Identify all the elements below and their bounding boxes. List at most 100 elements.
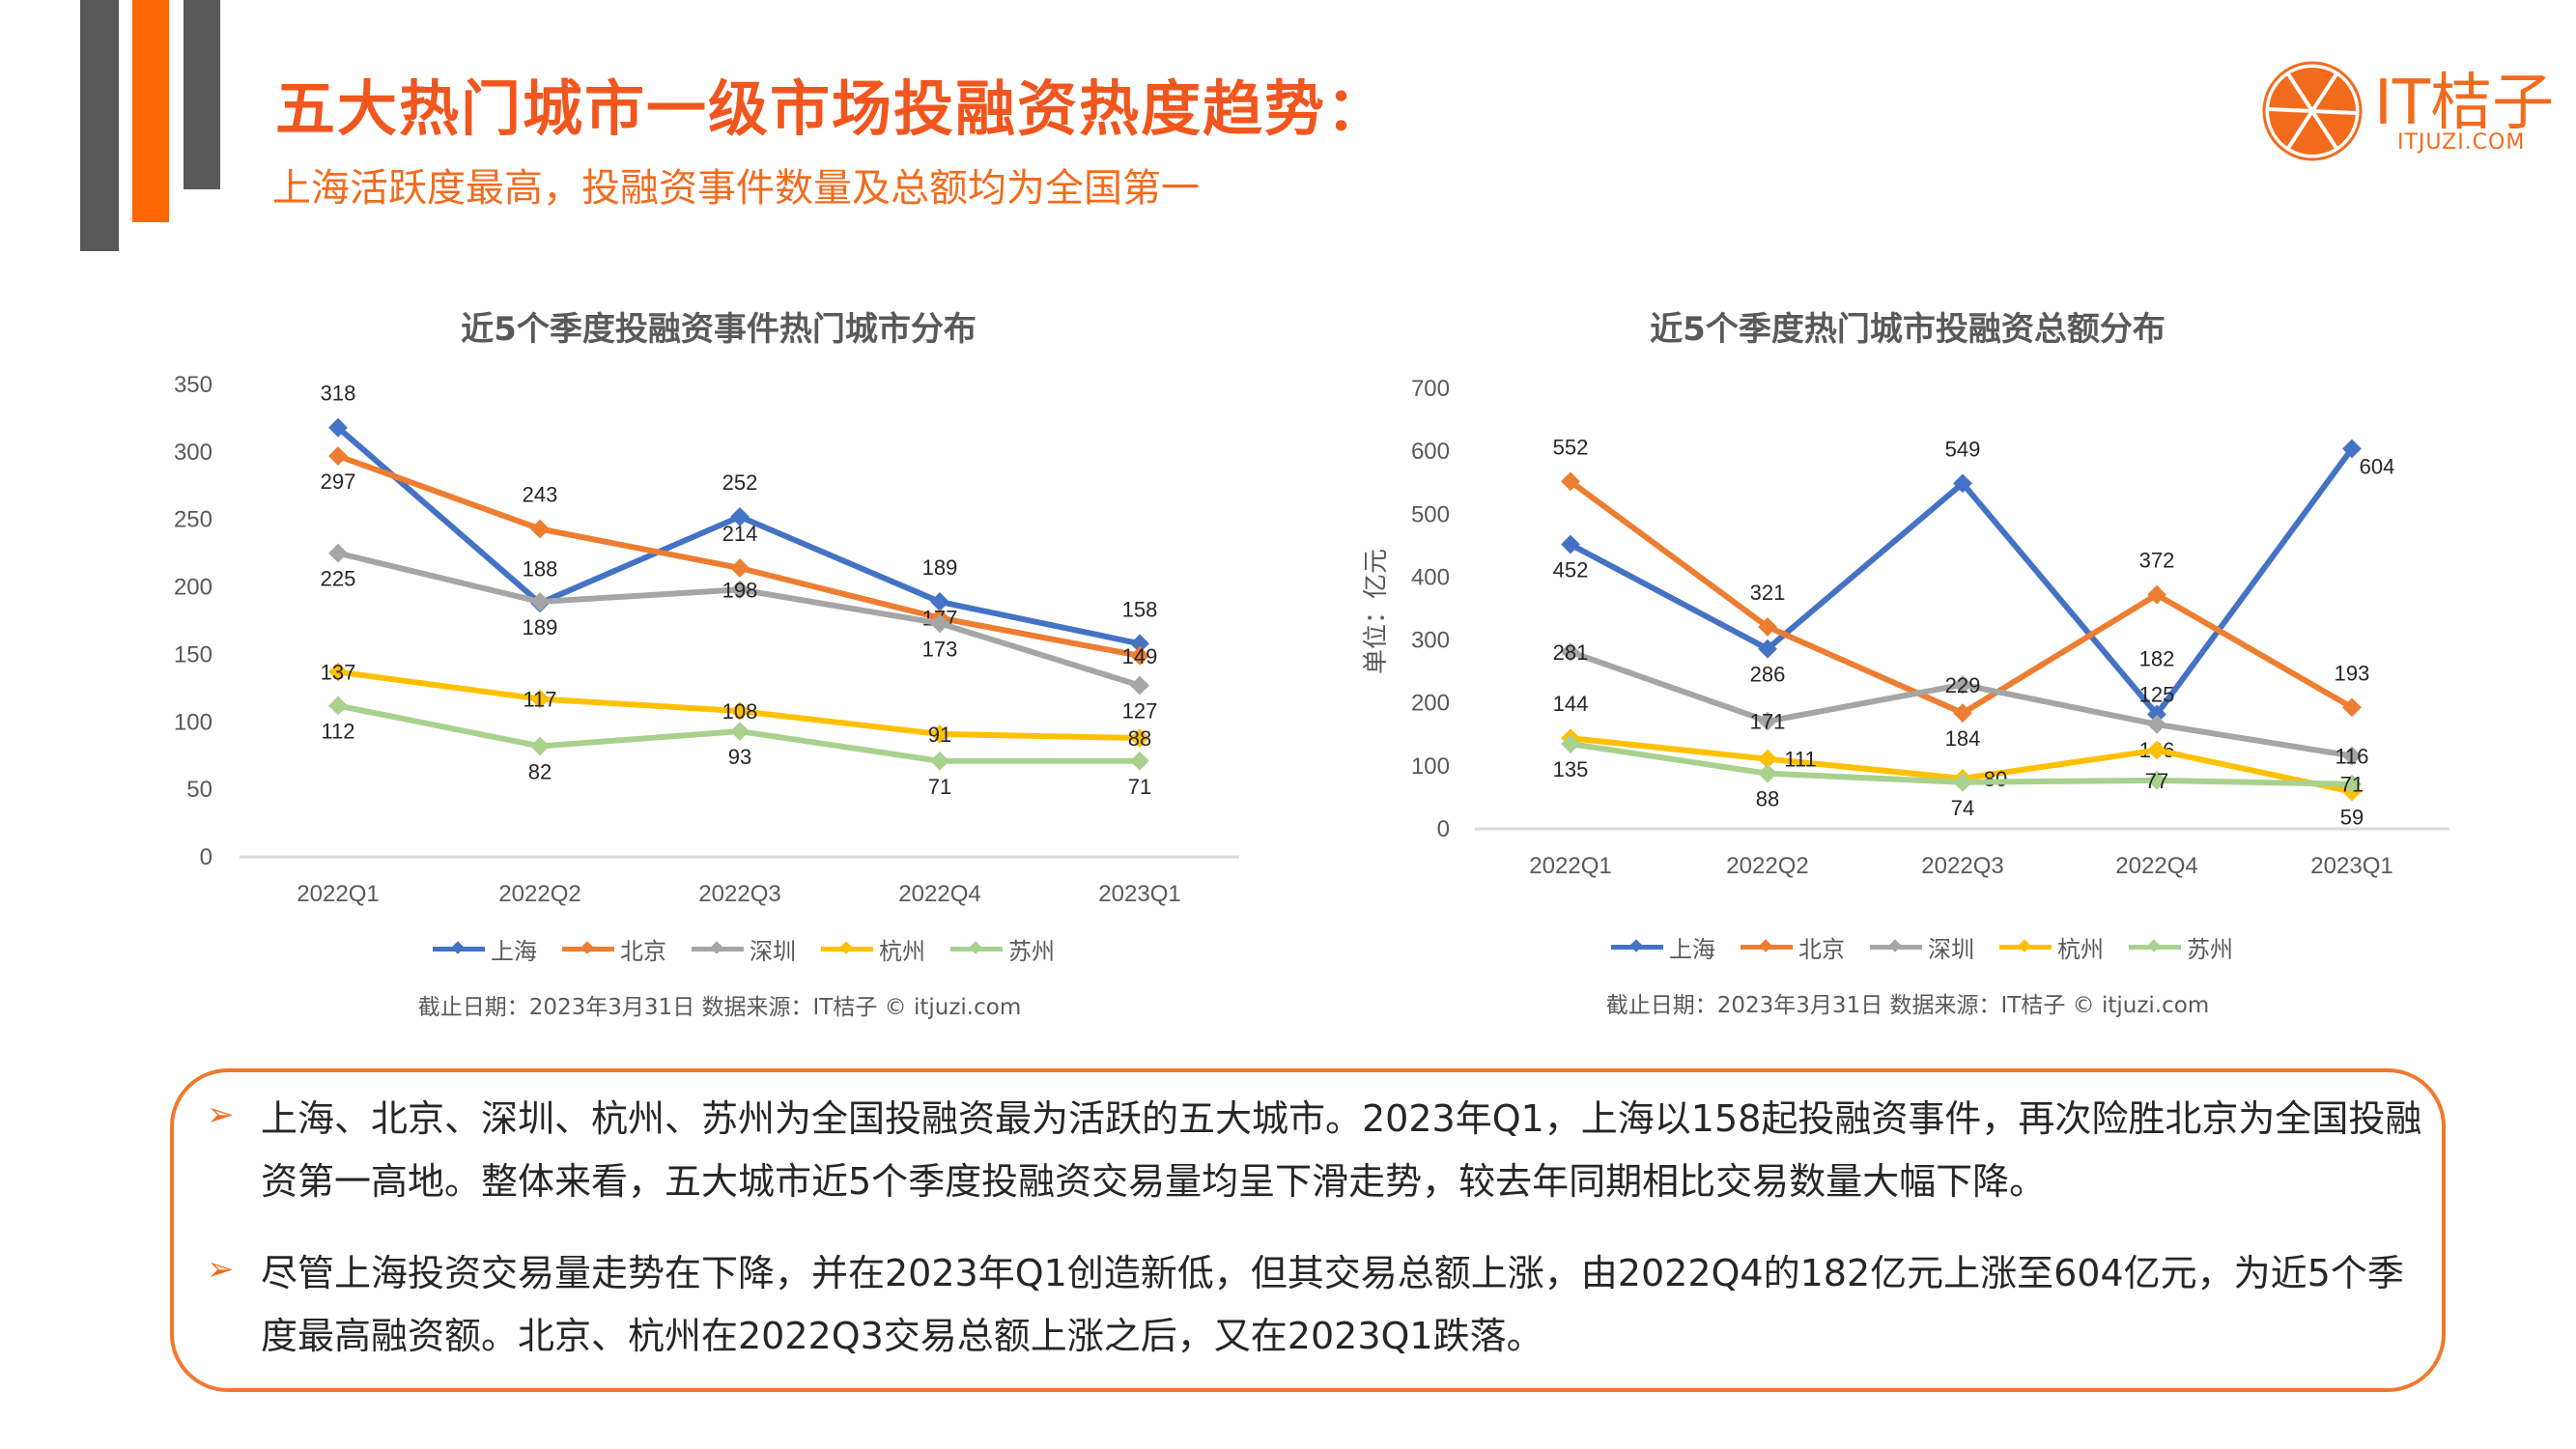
data-label: 127 [1122,699,1158,724]
data-label: 149 [1122,644,1158,668]
data-point-marker [730,558,750,578]
data-label: 135 [1553,757,1589,781]
legend-label: 北京 [620,938,666,965]
x-tick-label: 2022Q2 [498,881,580,907]
data-point-marker [930,613,949,634]
data-point-marker [1758,763,1777,783]
x-tick-label: 2022Q1 [1529,853,1611,879]
data-label: 552 [1553,435,1589,459]
legend-label: 深圳 [1928,936,1974,963]
data-point-marker [730,507,750,526]
chart-2-source: 截止日期：2023年3月31日 数据来源：IT桔子 © itjuzi.com [1605,993,2210,1018]
x-tick-label: 2023Q1 [1098,881,1180,907]
y-tick-label: 200 [1411,691,1450,717]
data-label: 91 [928,723,951,747]
x-tick-label: 2022Q4 [2115,853,2197,879]
legend-label: 上海 [491,938,537,965]
legend-label: 深圳 [750,938,796,965]
data-label: 243 [523,482,558,506]
legend-item: 北京 [562,932,666,966]
x-tick-label: 2022Q2 [1726,853,1808,879]
data-label: 188 [523,556,558,581]
data-point-marker [1130,645,1149,666]
data-label: 214 [722,522,758,546]
y-tick-label: 600 [1411,439,1450,465]
data-point-marker [1953,674,1972,695]
data-label: 281 [1553,640,1589,665]
data-point-marker [328,417,348,438]
data-point-marker [930,751,949,771]
data-point-marker [1758,639,1777,659]
decor-bar-orange [132,0,169,222]
legend-item: 北京 [1741,930,1845,964]
data-label: 198 [722,578,758,602]
data-label: 74 [1951,796,1974,820]
y-axis-title: 单位：亿元 [1362,549,1391,674]
legend-label: 上海 [1669,936,1715,963]
data-label: 88 [1756,787,1779,811]
y-tick-label: 400 [1411,564,1450,590]
data-point-marker [2342,439,2362,459]
data-label: 252 [722,470,758,495]
data-point-marker [930,724,949,744]
data-point-marker [730,580,750,600]
summary-bullet-2: 尽管上海投资交易量走势在下降，并在2023年Q1创造新低，但其交易总额上涨，由2… [261,1252,2404,1357]
legend-swatch [1870,939,1922,952]
legend-swatch [821,941,873,954]
y-tick-label: 150 [174,641,212,668]
orange-slice-icon [2262,61,2363,161]
data-label: 182 [2139,646,2175,670]
legend-item: 杭州 [1999,930,2104,964]
legend-item: 上海 [1611,930,1715,964]
data-point-marker [328,696,348,716]
data-point-marker [1953,473,1972,494]
data-point-marker [1561,534,1580,554]
page-title: 五大热门城市一级市场投融资热度趋势： [275,73,1389,144]
data-label: 372 [2139,549,2175,573]
data-point-marker [328,662,348,682]
data-point-marker [1130,728,1149,748]
legend-item: 苏州 [2129,930,2233,964]
data-label: 184 [1945,726,1981,751]
data-point-marker [530,519,550,539]
data-point-marker [2342,697,2362,718]
data-label: 117 [523,688,556,712]
data-point-marker [1561,471,1580,492]
logo-text: IT桔子 [2374,68,2554,139]
data-point-marker [2147,704,2166,724]
page-subtitle: 上海活跃度最高，投融资事件数量及总额均为全国第一 [272,166,1200,211]
data-label: 171 [1750,710,1786,734]
y-tick-label: 700 [1411,376,1450,402]
data-label: 59 [2340,806,2364,830]
data-label: 125 [2139,683,2175,707]
data-label: 93 [728,745,751,769]
legend-item: 杭州 [821,932,925,966]
data-label: 189 [523,615,558,639]
x-tick-label: 2022Q1 [297,881,379,907]
data-label: 116 [2335,744,2368,768]
data-point-marker [1130,634,1149,654]
data-point-marker [1758,749,1777,769]
data-point-marker [2147,770,2166,790]
data-point-marker [530,592,550,611]
data-point-marker [1758,711,1777,731]
data-point-marker [1953,703,1972,724]
data-label: 297 [321,469,356,494]
data-label: 158 [1122,597,1158,621]
legend-swatch [1999,939,2052,952]
legend-item: 上海 [433,932,537,966]
y-tick-label: 500 [1411,501,1450,527]
data-point-marker [930,592,949,611]
y-tick-label: 50 [186,777,212,803]
data-point-marker [1758,616,1777,637]
y-tick-label: 100 [174,709,212,735]
data-label: 111 [1784,748,1816,772]
legend-swatch [433,941,485,954]
data-point-marker [1130,675,1149,696]
decor-bar-gray-1 [80,0,119,251]
data-point-marker [2147,714,2166,734]
data-label: 112 [321,720,354,744]
logo-url: ITJUZI.COM [2397,130,2526,155]
legend-swatch [2129,939,2181,952]
arrow-right-icon: ➢ [207,1250,235,1289]
